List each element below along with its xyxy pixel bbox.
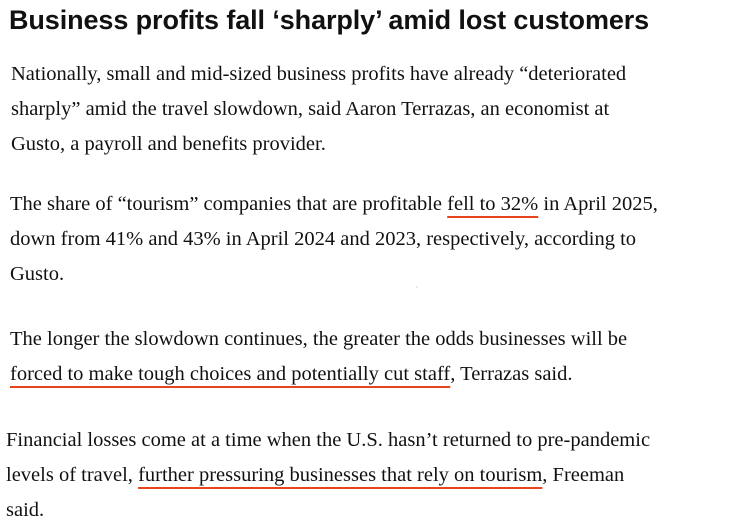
paragraph-2: The share of “tourism” companies that ar… bbox=[10, 187, 750, 292]
paragraph-4-line-1: Financial losses come at a time when the… bbox=[6, 429, 651, 451]
decorative-speck bbox=[416, 286, 418, 288]
paragraph-1-line-1: Nationally, small and mid-sized business… bbox=[11, 63, 627, 85]
paragraph-3-line-1: The longer the slowdown continues, the g… bbox=[10, 328, 628, 350]
paragraph-2-text-after-link: in April 2025, bbox=[538, 193, 658, 215]
paragraph-1: Nationally, small and mid-sized business… bbox=[11, 57, 750, 162]
paragraph-4-line-3: said. bbox=[6, 499, 45, 521]
paragraph-2-line-3: Gusto. bbox=[10, 263, 65, 285]
paragraph-2-line-2: down from 41% and 43% in April 2024 and … bbox=[10, 228, 637, 250]
link-further-pressuring-businesses[interactable]: further pressuring businesses that rely … bbox=[138, 464, 543, 486]
link-forced-to-make-tough-choices[interactable]: forced to make tough choices and potenti… bbox=[10, 363, 451, 385]
section-heading: Business profits fall ‘sharply’ amid los… bbox=[9, 5, 650, 35]
paragraph-3-text-after-link: , Terrazas said. bbox=[450, 363, 573, 385]
paragraph-3: The longer the slowdown continues, the g… bbox=[10, 322, 750, 392]
link-fell-to-32-percent[interactable]: fell to 32% bbox=[447, 193, 539, 215]
paragraph-2-text-before-link: The share of “tourism” companies that ar… bbox=[10, 193, 448, 215]
paragraph-1-line-3: Gusto, a payroll and benefits provider. bbox=[11, 133, 326, 155]
paragraph-4-text-after-link: , Freeman bbox=[542, 464, 625, 486]
paragraph-4-text-before-link: levels of travel, bbox=[6, 464, 139, 486]
paragraph-4: Financial losses come at a time when the… bbox=[6, 423, 746, 528]
paragraph-1-line-2: sharply” amid the travel slowdown, said … bbox=[11, 98, 610, 120]
